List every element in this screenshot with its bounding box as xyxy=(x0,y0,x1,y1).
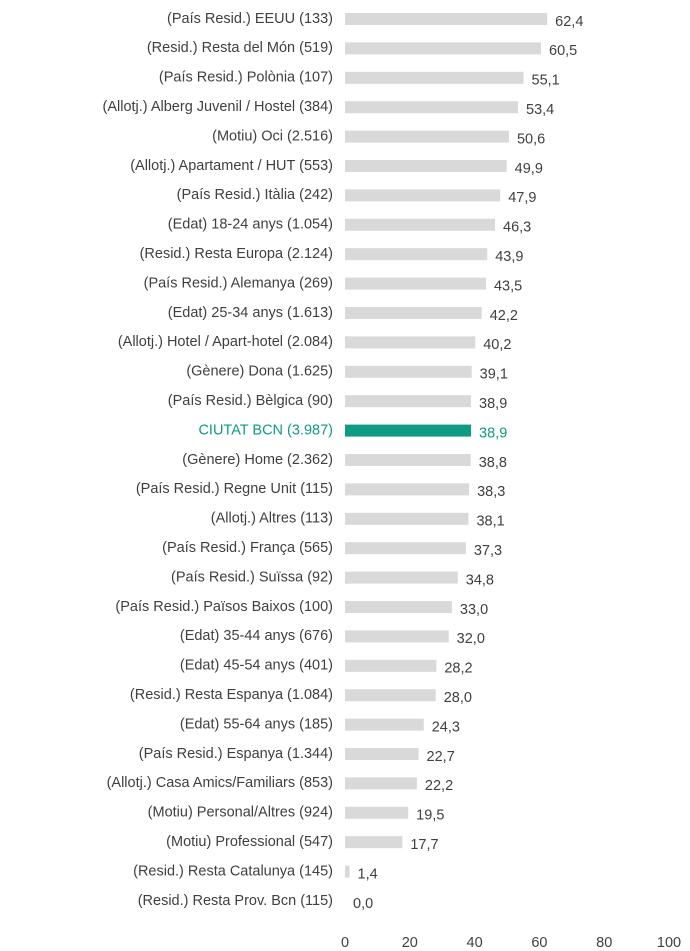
value-label: 19,5 xyxy=(416,808,444,824)
value-label: 38,8 xyxy=(479,455,507,471)
bar xyxy=(345,777,417,790)
y-tick-label: (Gènere) Home (2.362) xyxy=(182,452,333,468)
bar xyxy=(345,218,496,231)
y-tick-label: (Edat) 45-54 anys (401) xyxy=(180,658,333,674)
y-tick-label: (País Resid.) Regne Unit (115) xyxy=(136,481,333,497)
bar xyxy=(345,189,501,202)
bar xyxy=(345,483,470,496)
value-label: 22,7 xyxy=(427,749,455,765)
y-tick-label: (País Resid.) Itàlia (242) xyxy=(177,187,333,203)
bar xyxy=(345,454,471,466)
bar xyxy=(345,13,548,25)
x-tick-label: 0 xyxy=(341,935,349,951)
x-tick-label: 100 xyxy=(657,935,681,951)
value-label: 33,0 xyxy=(460,602,488,618)
value-label: 46,3 xyxy=(503,220,531,236)
value-label: 38,3 xyxy=(477,484,505,500)
bar xyxy=(345,718,424,731)
value-label: 38,9 xyxy=(479,425,507,441)
y-tick-label: (Allotj.) Hotel / Apart-hotel (2.084) xyxy=(118,334,333,350)
bar xyxy=(345,630,449,643)
y-tick-label: (Allotj.) Alberg Juvenil / Hostel (384) xyxy=(103,99,334,115)
value-label: 0,0 xyxy=(353,896,373,912)
bar xyxy=(345,130,509,143)
value-label: 32,0 xyxy=(457,631,485,647)
bar xyxy=(345,865,350,878)
bar xyxy=(345,512,469,525)
y-tick-label: (País Resid.) Països Baixos (100) xyxy=(115,599,333,615)
bar xyxy=(345,71,524,84)
y-tick-label: CIUTAT BCN (3.987) xyxy=(198,422,333,438)
value-label: 60,5 xyxy=(549,43,577,59)
y-tick-label: (Edat) 55-64 anys (185) xyxy=(180,716,333,732)
bar xyxy=(345,160,507,172)
y-tick-label: (País Resid.) França (565) xyxy=(162,540,333,556)
y-tick-label: (País Resid.) EEUU (133) xyxy=(167,11,333,27)
value-label: 1,4 xyxy=(358,866,378,882)
value-label: 37,3 xyxy=(474,543,502,559)
value-label: 42,2 xyxy=(490,308,518,324)
y-tick-label: (Motiu) Professional (547) xyxy=(166,834,333,850)
bar xyxy=(345,365,472,378)
value-label: 22,2 xyxy=(425,778,453,794)
x-tick-label: 60 xyxy=(531,935,547,951)
bar xyxy=(345,336,476,349)
y-tick-label: (Resid.) Resta Catalunya (145) xyxy=(133,863,333,879)
value-label: 40,2 xyxy=(483,337,511,353)
value-label: 43,5 xyxy=(494,278,522,294)
bar xyxy=(345,248,488,261)
x-tick-label: 20 xyxy=(402,935,418,951)
value-label: 49,9 xyxy=(515,161,543,177)
bar xyxy=(345,307,482,319)
bar xyxy=(345,424,472,437)
y-tick-label: (Allotj.) Casa Amics/Familiars (853) xyxy=(107,775,333,791)
y-tick-label: (País Resid.) Suïssa (92) xyxy=(171,569,333,585)
value-label: 55,1 xyxy=(532,73,560,89)
bar xyxy=(345,689,436,702)
bar xyxy=(345,277,486,290)
value-label: 62,4 xyxy=(555,14,583,30)
value-label: 17,7 xyxy=(410,837,438,853)
value-label: 34,8 xyxy=(466,572,494,588)
y-tick-label: (Allotj.) Apartament / HUT (553) xyxy=(130,158,333,174)
y-tick-label: (Motiu) Oci (2.516) xyxy=(212,128,333,144)
y-tick-label: (País Resid.) Alemanya (269) xyxy=(144,275,333,291)
bar xyxy=(345,571,458,584)
y-tick-label: (Resid.) Resta Prov. Bcn (115) xyxy=(138,893,333,909)
y-tick-label: (Resid.) Resta del Món (519) xyxy=(147,40,333,56)
y-tick-label: (Resid.) Resta Europa (2.124) xyxy=(140,246,333,262)
y-tick-label: (Edat) 18-24 anys (1.054) xyxy=(168,217,333,233)
y-tick-label: (País Resid.) Polònia (107) xyxy=(159,70,333,86)
value-label: 39,1 xyxy=(480,367,508,383)
bar xyxy=(345,748,419,760)
value-label: 28,0 xyxy=(444,690,472,706)
bar xyxy=(345,42,542,55)
y-tick-label: (Gènere) Dona (1.625) xyxy=(186,364,333,380)
bar xyxy=(345,601,452,613)
x-tick-label: 40 xyxy=(467,935,483,951)
value-label: 28,2 xyxy=(444,661,472,677)
x-tick-label: 80 xyxy=(596,935,612,951)
bar xyxy=(345,395,472,408)
value-label: 53,4 xyxy=(526,102,554,118)
bar xyxy=(345,101,519,114)
y-tick-label: (Edat) 35-44 anys (676) xyxy=(180,628,333,644)
y-tick-label: (Edat) 25-34 anys (1.613) xyxy=(168,305,333,321)
bar xyxy=(345,542,466,555)
bar xyxy=(345,806,409,819)
value-label: 38,9 xyxy=(479,396,507,412)
y-tick-label: (Motiu) Personal/Altres (924) xyxy=(148,805,333,821)
value-label: 50,6 xyxy=(517,131,545,147)
value-label: 38,1 xyxy=(476,514,504,530)
y-tick-label: (País Resid.) Bèlgica (90) xyxy=(168,393,333,409)
value-label: 43,9 xyxy=(495,249,523,265)
value-label: 47,9 xyxy=(508,190,536,206)
y-tick-label: (Allotj.) Altres (113) xyxy=(211,511,333,527)
value-label: 24,3 xyxy=(432,719,460,735)
y-tick-label: (País Resid.) Espanya (1.344) xyxy=(139,746,333,762)
bar xyxy=(345,836,403,849)
y-tick-label: (Resid.) Resta Espanya (1.084) xyxy=(130,687,333,703)
bar xyxy=(345,659,437,672)
